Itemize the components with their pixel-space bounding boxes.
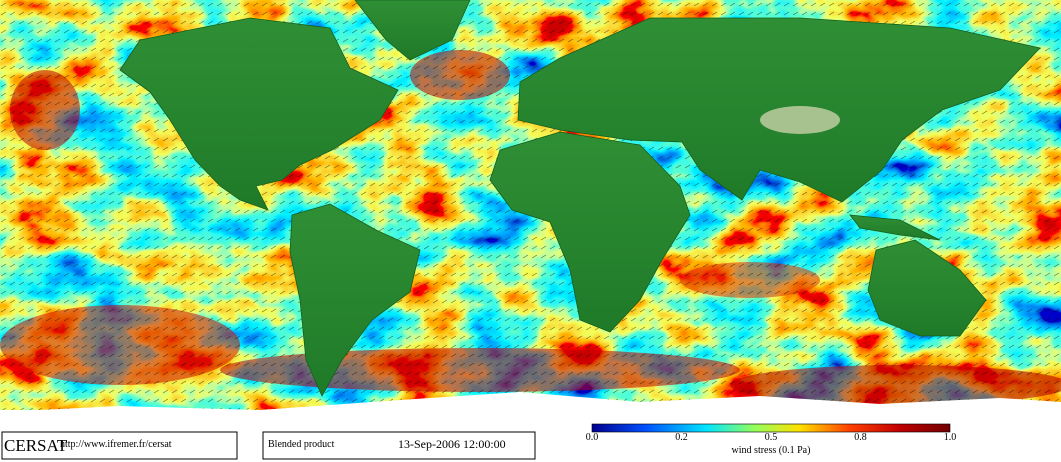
colorbar-tick-label: 0.2	[675, 432, 688, 443]
url: http://www.ifremer.fr/cersat	[60, 439, 172, 450]
colorbar	[591, 423, 951, 433]
colorbar-tick-label: 0.8	[854, 432, 867, 443]
north-america	[119, 17, 399, 211]
continents	[119, 0, 1041, 397]
tibet-plateau	[760, 106, 840, 134]
logo-box	[1, 431, 238, 460]
colorbar-tick-label: 0.0	[586, 432, 599, 443]
africa	[489, 131, 691, 333]
logo: CERSAT	[4, 436, 68, 455]
timestamp: 13-Sep-2006 12:00:00	[398, 437, 506, 451]
indonesia	[849, 214, 941, 241]
colorbar-ticks: 0.0 0.2 0.5 0.8 1.0	[586, 432, 957, 443]
greenland	[354, 0, 471, 61]
australia	[867, 239, 987, 337]
colorbar-tick-label: 1.0	[944, 432, 957, 443]
colorbar-tick-label: 0.5	[765, 432, 778, 443]
footer: CERSAT http://www.ifremer.fr/cersat Blen…	[1, 423, 957, 460]
antarctica	[0, 392, 1061, 432]
colorbar-label: wind stress (0.1 Pa)	[732, 445, 811, 456]
product: Blended product	[268, 439, 335, 450]
south-america	[289, 203, 421, 397]
map	[0, 0, 1061, 432]
info-box	[262, 431, 536, 460]
